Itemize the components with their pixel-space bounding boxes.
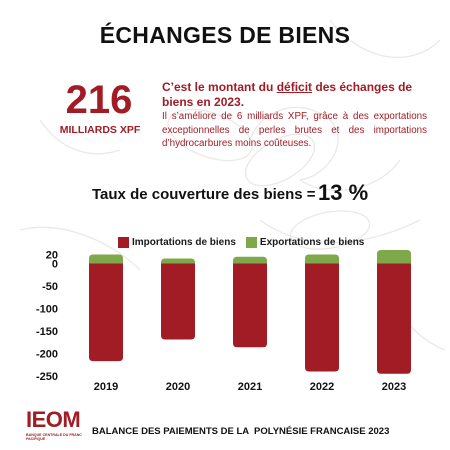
coverage-rate-value: 13 %: [318, 180, 369, 205]
legend-swatch-exports: [245, 236, 257, 248]
x-tick-label: 2023: [382, 381, 406, 393]
y-tick-label: -250: [36, 371, 58, 383]
legend-label-imports: Importations de biens: [132, 236, 236, 248]
y-tick-label: -200: [36, 349, 58, 361]
logo-wordmark: IEOM: [26, 407, 81, 432]
x-tick-label: 2022: [310, 381, 334, 393]
logo-subtitle: BANQUE CENTRALE DU FRANC PACIFIQUE: [26, 433, 82, 442]
bar-exports-2021: [233, 256, 267, 264]
legend-label-exports: Exportations de biens: [259, 236, 365, 248]
bar-exports-2019: [89, 254, 123, 264]
bar-imports-2020: [161, 263, 195, 340]
bar-imports-2023: [377, 263, 411, 374]
legend-item-exports: Exportations de biens: [245, 236, 365, 248]
coverage-rate-label: Taux de couverture des biens =: [92, 186, 316, 203]
y-tick-label: 0: [52, 259, 58, 271]
bar-imports-2019: [89, 263, 123, 362]
legend-item-imports: Importations de biens: [118, 236, 236, 248]
x-tick-label: 2021: [238, 381, 262, 393]
deficit-headline: C’est le montant du déficit des échanges…: [162, 80, 424, 110]
bar-exports-2020: [161, 258, 195, 264]
bar-imports-2021: [233, 263, 267, 348]
bar-exports-2022: [305, 254, 339, 264]
headline-emphasis: déficit: [276, 80, 313, 94]
y-tick-label: 20: [46, 250, 58, 262]
bar-imports-2022: [305, 263, 339, 372]
chart-legend: Importations de biens Exportations de bi…: [118, 235, 374, 249]
y-tick-label: -150: [36, 326, 58, 338]
x-tick-label: 2020: [166, 381, 190, 393]
bar-exports-2023: [377, 250, 411, 264]
legend-swatch-imports: [118, 236, 129, 248]
headline-text-after: des échanges de biens en 2023.: [162, 80, 413, 109]
x-tick-label: 2019: [94, 381, 118, 393]
headline-text-before: C’est le montant du: [162, 80, 277, 94]
deficit-amount: 216: [65, 78, 133, 122]
ieom-logo: IEOM BANQUE CENTRALE DU FRANC PACIFIQUE: [26, 408, 86, 444]
y-tick-label: -50: [42, 281, 58, 293]
y-tick-label: -100: [36, 304, 58, 316]
deficit-description: Il s’améliore de 6 milliards XPF, grâce …: [162, 111, 427, 149]
deficit-unit: MILLIARDS XPF: [59, 124, 141, 136]
page-title: ÉCHANGES DE BIENS: [99, 22, 351, 48]
footer-source: BALANCE DES PAIEMENTS DE LA POLYNÉSIE FR…: [92, 426, 390, 437]
trade-balance-bar-chart: 0 -50 -100 -150 -200 -250 20 2019 2020 2021 2022 20…: [36, 250, 411, 393]
